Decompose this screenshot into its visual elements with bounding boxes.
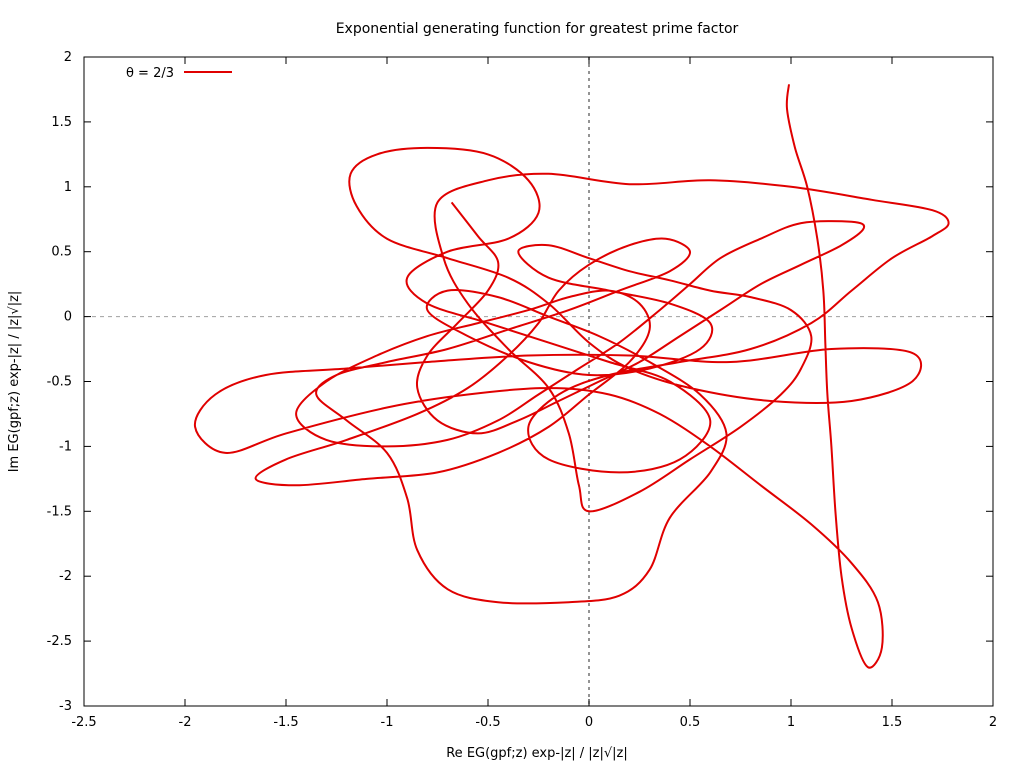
x-tick-label: -2.5 xyxy=(71,715,96,730)
x-tick-label: 0 xyxy=(585,715,593,730)
y-tick-label: 1 xyxy=(64,180,72,195)
y-tick-label: -3 xyxy=(59,699,72,714)
x-tick-label: -0.5 xyxy=(475,715,500,730)
x-tick-label: 2 xyxy=(989,715,997,730)
y-tick-label: -2.5 xyxy=(47,634,72,649)
y-tick-label: 0.5 xyxy=(51,245,72,260)
legend: θ = 2/3 xyxy=(126,66,232,81)
x-tick-label: -1.5 xyxy=(273,715,298,730)
y-tick-label: -1.5 xyxy=(47,504,72,519)
y-tick-label: -0.5 xyxy=(47,375,72,390)
chart-title: Exponential generating function for grea… xyxy=(336,21,739,37)
x-tick-label: 0.5 xyxy=(680,715,701,730)
axis-ticks: -2.5 -2 -1.5 -1 -0.5 0 0.5 1 1.5 2-3-2.5-2-1.5-1-… xyxy=(47,50,998,730)
zero-axes xyxy=(84,57,993,706)
x-tick-label: -1 xyxy=(381,715,394,730)
y-tick-label: 1.5 xyxy=(51,115,72,130)
y-tick-label: -1 xyxy=(59,439,72,454)
x-tick-label: -2 xyxy=(179,715,192,730)
y-tick-label: 2 xyxy=(64,50,72,65)
y-tick-label: -2 xyxy=(59,569,72,584)
series-layer xyxy=(193,84,950,669)
legend-label: θ = 2/3 xyxy=(126,66,174,81)
x-axis-label: Re EG(gpf;z) exp-|z| / |z|√|z| xyxy=(446,746,628,761)
y-tick-label: 0 xyxy=(64,310,72,325)
x-tick-label: 1 xyxy=(787,715,795,730)
plot-frame xyxy=(83,56,994,707)
series-line xyxy=(193,84,950,669)
y-axis-label: Im EG(gpf;z) exp-|z| / |z|√|z| xyxy=(7,291,22,473)
x-tick-label: 1.5 xyxy=(882,715,903,730)
